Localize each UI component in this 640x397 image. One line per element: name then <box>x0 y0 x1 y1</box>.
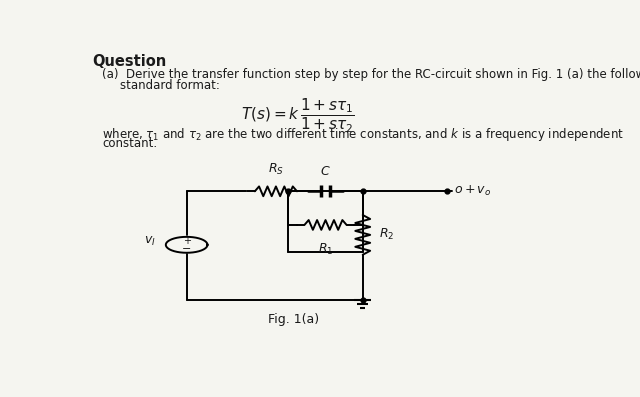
Text: Question: Question <box>92 54 166 69</box>
Text: $T(s) = k\,\dfrac{1 + s\tau_1}{1 + s\tau_2}$: $T(s) = k\,\dfrac{1 + s\tau_1}{1 + s\tau… <box>241 96 355 135</box>
Text: where, $\tau_1$ and $\tau_2$ are the two different time constants, and $k$ is a : where, $\tau_1$ and $\tau_2$ are the two… <box>102 125 625 143</box>
Text: $R_1$: $R_1$ <box>318 242 333 257</box>
Text: $R_S$: $R_S$ <box>268 162 284 177</box>
Text: +: + <box>182 236 191 246</box>
Text: standard format:: standard format: <box>120 79 220 93</box>
Text: −: − <box>182 244 191 254</box>
Text: Fig. 1(a): Fig. 1(a) <box>268 313 319 326</box>
Text: $C$: $C$ <box>320 166 331 179</box>
Text: (a)  Derive the transfer function step by step for the RC-circuit shown in Fig. : (a) Derive the transfer function step by… <box>102 67 640 81</box>
Text: $v_I$: $v_I$ <box>144 235 156 248</box>
Text: constant.: constant. <box>102 137 157 150</box>
Text: $o+v_o$: $o+v_o$ <box>454 184 492 198</box>
Text: $R_2$: $R_2$ <box>379 227 394 243</box>
